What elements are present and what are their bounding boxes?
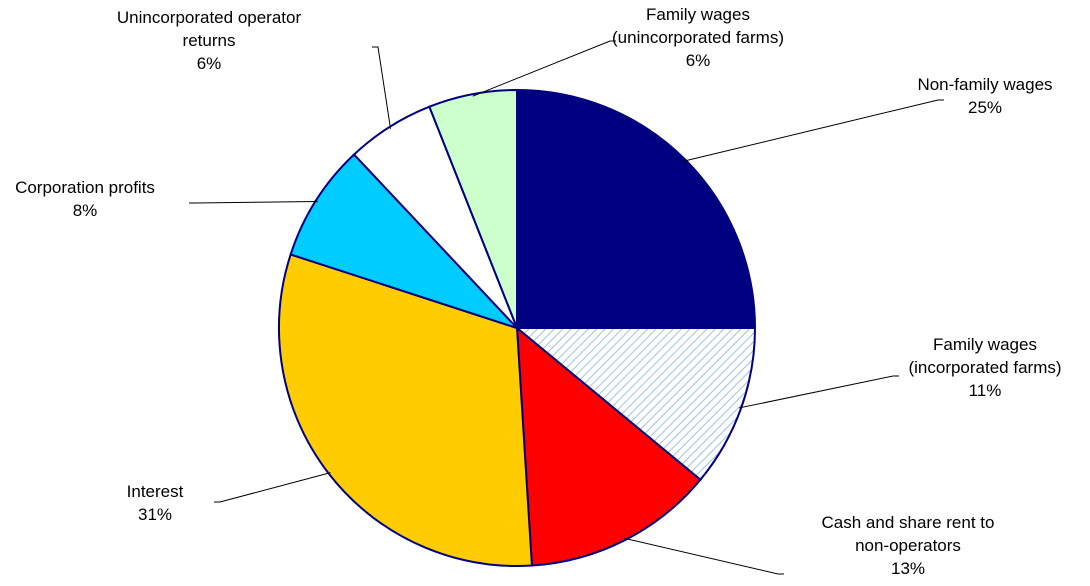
leader-line-1 [738,375,899,409]
slice-name-line-4-0: Corporation profits [15,178,155,197]
pie-slice-3 [278,253,534,567]
leader-line-4 [189,201,318,204]
slice-name-line-5-0: Unincorporated operator [117,8,302,27]
slice-percent-5: 6% [197,54,222,73]
slice-label-1: Family wages (incorporated farms) 11% [908,335,1061,400]
leader-line-5 [372,46,392,129]
slice-percent-6: 6% [686,51,711,70]
slice-percent-0: 25% [968,98,1002,117]
slice-label-4: Corporation profits 8% [15,178,155,220]
slice-label-0: Non-family wages 25% [917,75,1052,117]
slice-label-5: Unincorporated operator returns 6% [117,8,302,73]
leader-line-6 [472,40,616,97]
leader-line-3 [214,472,331,503]
leader-lines [189,40,944,575]
slice-name-line-2-1: non-operators [855,536,961,555]
slice-name-line-5-1: returns [183,31,236,50]
slice-percent-3: 31% [138,505,172,524]
pie-slice-4 [289,153,518,329]
slice-name-line-6-0: Family wages [646,5,750,24]
slice-name-line-3-0: Interest [127,482,184,501]
pie-slices [278,88,757,567]
slice-percent-1: 11% [969,381,1002,400]
pie-slice-0 [516,88,757,329]
leader-line-2 [624,537,784,575]
slice-label-3: Interest 31% [127,482,184,524]
pie-slice-1 [514,327,757,482]
pie-slice-6 [428,88,518,329]
slice-name-line-2-0: Cash and share rent to [822,513,995,532]
leader-line-0 [683,99,944,162]
slice-percent-2: 13% [891,559,925,578]
slice-label-6: Family wages (unincorporated farms) 6% [612,5,784,70]
pie-slice-2 [515,325,702,567]
slice-labels: Non-family wages 25% Family wages (incorpor… [15,5,1061,578]
slice-name-line-1-1: (incorporated farms) [908,358,1061,377]
slice-percent-4: 8% [73,201,98,220]
slice-label-2: Cash and share rent to non-operators 13% [822,513,995,578]
slice-name-line-0-0: Non-family wages [917,75,1052,94]
slice-name-line-1-0: Family wages [933,335,1037,354]
slice-name-line-6-1: (unincorporated farms) [612,28,784,47]
